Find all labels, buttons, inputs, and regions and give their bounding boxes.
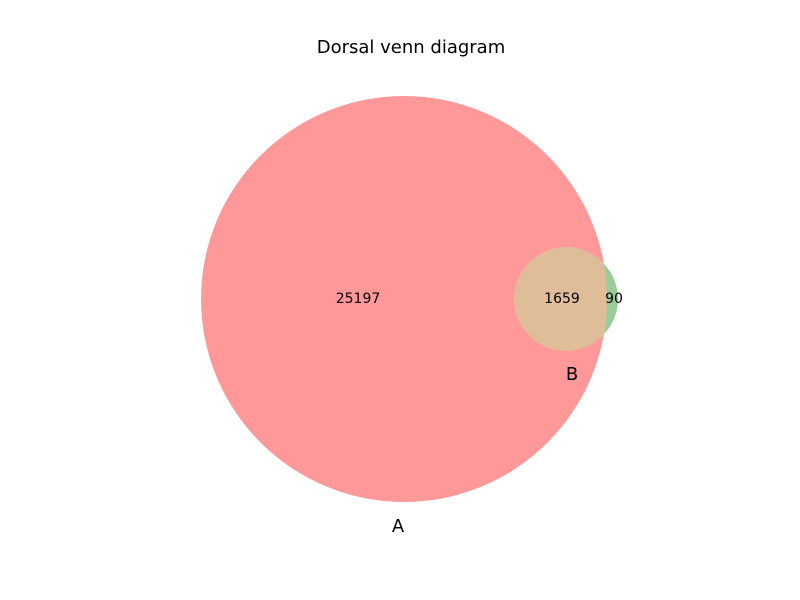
diagram-title: Dorsal venn diagram (317, 37, 506, 58)
set-a-label: A (392, 516, 405, 537)
set-b-label: B (566, 364, 578, 385)
set-a-circle (201, 96, 607, 502)
a-only-count: 25197 (336, 291, 381, 307)
a-and-b-count: 1659 (544, 291, 580, 307)
overlap-region (514, 247, 607, 351)
b-only-count: 90 (605, 291, 623, 307)
